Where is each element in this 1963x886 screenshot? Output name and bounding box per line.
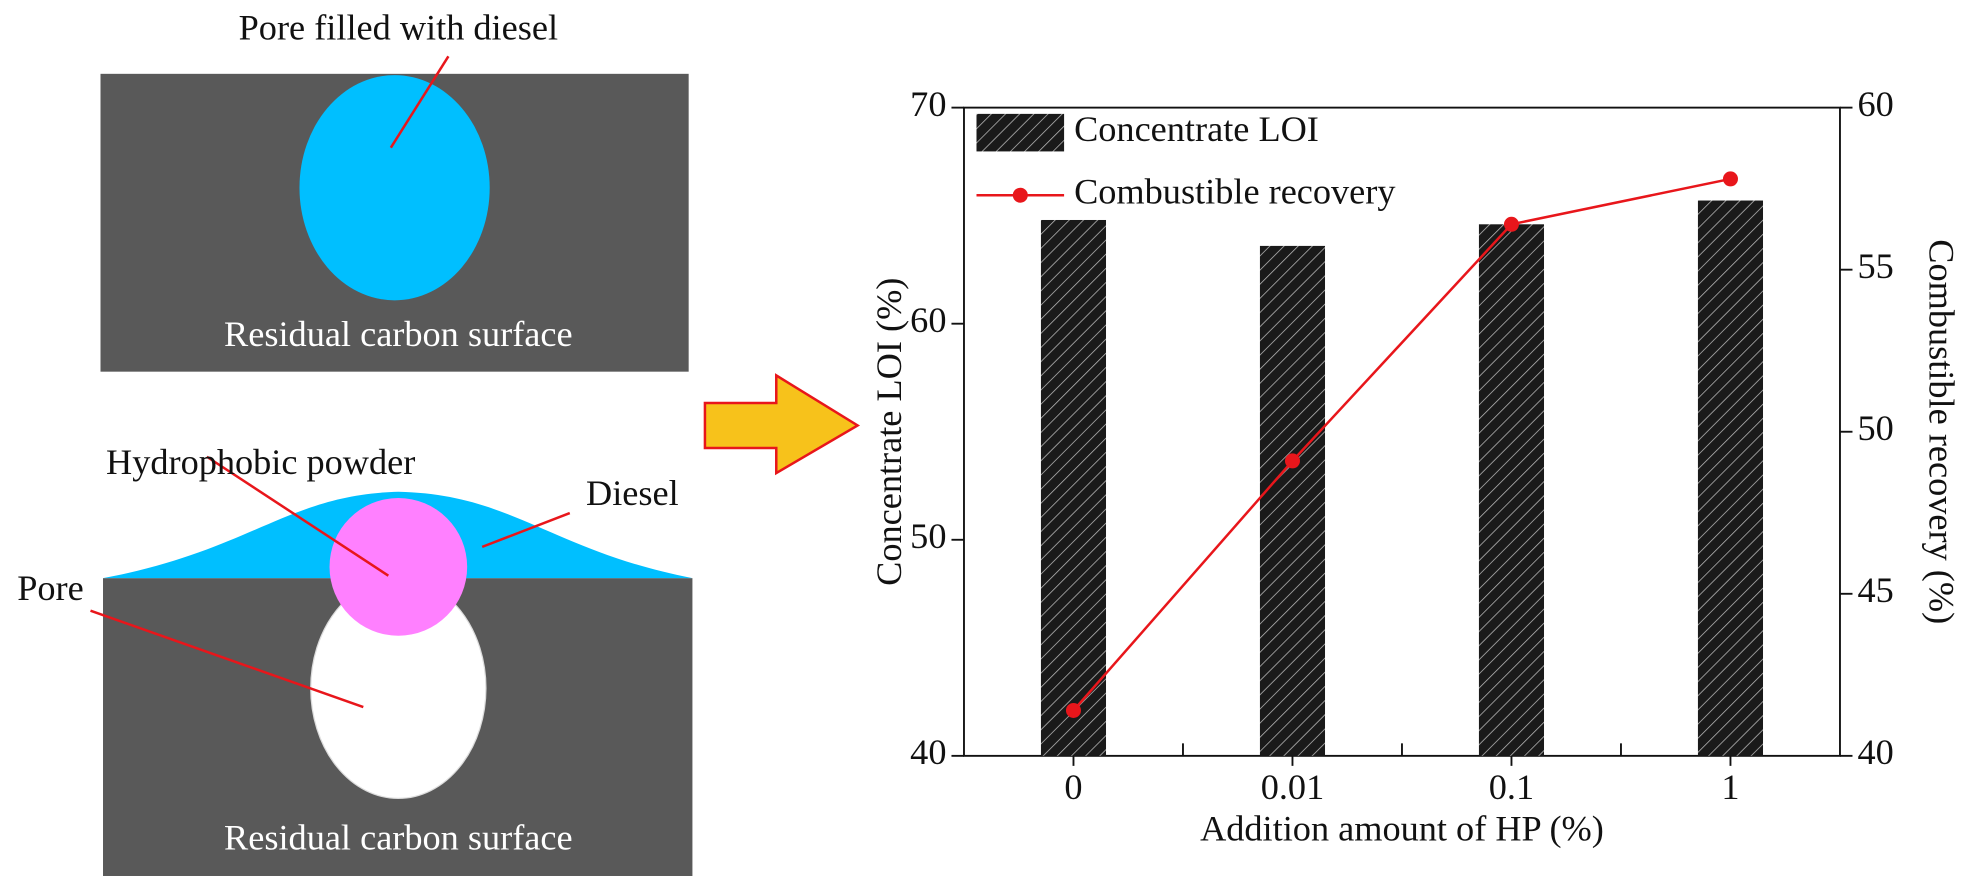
point: [1065, 702, 1081, 718]
bar: [1040, 219, 1107, 756]
x-axis-title: Addition amount of HP (%): [1200, 809, 1604, 849]
y-axis-title: Concentrate LOI (%): [869, 278, 909, 586]
y-tick-label: 40: [910, 732, 946, 772]
y-tick-label: 70: [910, 84, 946, 124]
point: [1503, 216, 1519, 232]
x-tick-label: 0.1: [1489, 767, 1534, 807]
arrow: [703, 373, 861, 476]
label: Residual carbon surface: [224, 817, 573, 857]
y-tick-label: 50: [910, 516, 946, 556]
x-tick-label: 0: [1064, 767, 1082, 807]
pointer: [90, 609, 364, 709]
x-tick-label: 1: [1721, 767, 1739, 807]
label: Residual carbon surface: [224, 314, 573, 354]
line: [1072, 177, 1731, 712]
y2-axis-title: Combustible recovery (%): [1921, 239, 1961, 624]
y2-tick-label: 50: [1857, 408, 1893, 448]
y2-tick-label: 55: [1857, 246, 1893, 286]
legend-swatch: [976, 113, 1065, 152]
pointer: [206, 455, 390, 577]
legend-label: Concentrate LOI: [1074, 109, 1319, 149]
diesel-pore: [299, 75, 490, 301]
y-tick-label: 60: [910, 300, 946, 340]
pointer: [481, 511, 571, 549]
y2-tick-label: 60: [1857, 84, 1893, 124]
y2-tick-label: 40: [1857, 732, 1893, 772]
point: [1284, 453, 1300, 469]
legend-label: Combustible recovery: [1074, 172, 1395, 212]
label: Diesel: [586, 473, 679, 513]
label: Pore filled with diesel: [239, 8, 558, 48]
bar: [1478, 224, 1545, 756]
bar: [1259, 245, 1326, 756]
powder: [329, 498, 468, 636]
x-tick-label: 0.01: [1261, 767, 1324, 807]
pointer: [389, 55, 450, 149]
label: Hydrophobic powder: [106, 442, 415, 482]
legend-swatch: [1012, 187, 1028, 203]
y2-tick-label: 45: [1857, 570, 1893, 610]
label: Pore: [17, 568, 84, 608]
bar: [1697, 200, 1764, 756]
point: [1722, 171, 1738, 187]
